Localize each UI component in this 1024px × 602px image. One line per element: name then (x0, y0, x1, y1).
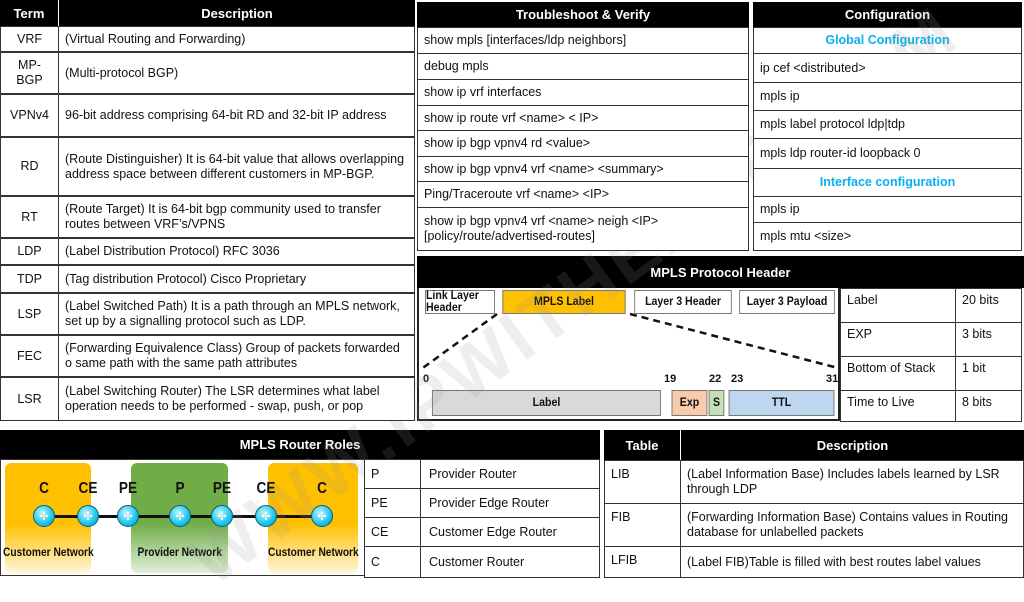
troubleshoot-command: debug mpls (417, 53, 749, 80)
router-icon: ✣ (169, 505, 191, 527)
troubleshoot-title: Troubleshoot & Verify (417, 2, 749, 27)
term-cell: RT (0, 196, 59, 238)
global-config-command: ip cef <distributed> (753, 53, 1022, 83)
bit-23: 23 (731, 373, 744, 385)
provider-network-label: Provider Network (137, 545, 222, 559)
router-role-label: CE (78, 480, 98, 497)
term-description: (Label Distribution Protocol) RFC 3036 (58, 238, 415, 265)
customer-network-right: Customer Network (268, 463, 358, 573)
frame-layer3-payload: Layer 3 Payload (739, 290, 835, 314)
global-config-heading: Global Configuration (753, 27, 1022, 54)
role-abbr: C (364, 546, 421, 578)
mpls-header-title: MPLS Protocol Header (417, 256, 1024, 288)
term-cell: FEC (0, 335, 59, 377)
customer-network-label: Customer Network (267, 545, 359, 559)
field-ttl: TTL (728, 390, 835, 416)
field-size-name: Time to Live (840, 390, 956, 422)
frame-layer3-header: Layer 3 Header (634, 290, 732, 314)
global-config-command: mpls label protocol ldp|tdp (753, 110, 1022, 139)
table-description: (Label FIB)Table is filled with best rou… (680, 546, 1024, 578)
troubleshoot-command: show ip bgp vpnv4 rd <value> (417, 130, 749, 157)
term-description: (Label Switching Router) The LSR determi… (58, 377, 415, 421)
router-role-label: C (39, 480, 49, 497)
field-size-name: Bottom of Stack (840, 356, 956, 391)
field-size-bits: 20 bits (955, 288, 1022, 323)
zoom-dashed-lines (419, 312, 839, 372)
interface-config-heading: Interface configuration (753, 168, 1022, 197)
router-roles-title: MPLS Router Roles (0, 430, 600, 459)
customer-network-label: Customer Network (2, 545, 94, 559)
term-cell: MP-BGP (0, 52, 59, 94)
troubleshoot-command: show ip bgp vpnv4 vrf <name> neigh <IP> … (417, 207, 749, 251)
role-name: Provider Edge Router (420, 488, 600, 518)
router-icon: ✣ (33, 505, 55, 527)
table-name: LFIB (604, 546, 681, 578)
field-size-name: EXP (840, 322, 956, 357)
frame-link-layer-header: Link Layer Header (425, 290, 495, 314)
bit-31: 31 (826, 373, 839, 385)
field-size-bits: 8 bits (955, 390, 1022, 422)
frame-mpls-label: MPLS Label (502, 290, 626, 314)
mpls-header-diagram (417, 288, 840, 421)
global-config-command: mpls ip (753, 82, 1022, 111)
term-description: 96-bit address comprising 64-bit RD and … (58, 94, 415, 137)
troubleshoot-command: show mpls [interfaces/ldp neighbors] (417, 27, 749, 54)
term-description: (Virtual Routing and Forwarding) (58, 26, 415, 52)
field-size-bits: 3 bits (955, 322, 1022, 357)
field-exp: Exp (671, 390, 708, 416)
router-role-label: C (317, 480, 327, 497)
term-cell: RD (0, 137, 59, 196)
term-description: (Tag distribution Protocol) Cisco Propri… (58, 265, 415, 293)
table-description: (Forwarding Information Base) Contains v… (680, 503, 1024, 547)
term-description: (Label Switched Path) It is a path throu… (58, 293, 415, 335)
term-description: (Multi-protocol BGP) (58, 52, 415, 94)
term-cell: LSR (0, 377, 59, 421)
interface-config-command: mpls ip (753, 196, 1022, 223)
term-cell: LSP (0, 293, 59, 335)
term-description: (Route Distinguisher) It is 64-bit value… (58, 137, 415, 196)
router-icon: ✣ (255, 505, 277, 527)
tables-header-table: Table (604, 430, 680, 460)
bit-22: 22 (709, 373, 722, 385)
router-role-label: PE (118, 480, 138, 497)
field-size-name: Label (840, 288, 956, 323)
router-role-label: PE (212, 480, 232, 497)
term-cell: TDP (0, 265, 59, 293)
table-name: FIB (604, 503, 681, 547)
term-description: (Route Target) It is 64-bit bgp communit… (58, 196, 415, 238)
troubleshoot-command: show ip vrf interfaces (417, 79, 749, 106)
configuration-title: Configuration (753, 2, 1022, 27)
table-name: LIB (604, 460, 681, 504)
role-abbr: CE (364, 517, 421, 547)
term-description: (Forwarding Equivalence Class) Group of … (58, 335, 415, 377)
table-description: (Label Information Base) Includes labels… (680, 460, 1024, 504)
interface-config-command: mpls mtu <size> (753, 222, 1022, 251)
role-abbr: PE (364, 488, 421, 518)
troubleshoot-command: show ip route vrf <name> < IP> (417, 105, 749, 131)
global-config-command: mpls ldp router-id loopback 0 (753, 138, 1022, 169)
troubleshoot-command: Ping/Traceroute vrf <name> <IP> (417, 181, 749, 208)
role-name: Customer Edge Router (420, 517, 600, 547)
tables-header-description: Description (681, 430, 1024, 460)
router-icon: ✣ (117, 505, 139, 527)
router-role-label: CE (256, 480, 276, 497)
term-cell: VRF (0, 26, 59, 52)
bit-0: 0 (423, 373, 430, 385)
term-cell: LDP (0, 238, 59, 265)
troubleshoot-command: show ip bgp vpnv4 vrf <name> <summary> (417, 156, 749, 182)
bit-19: 19 (664, 373, 677, 385)
term-cell: VPNv4 (0, 94, 59, 137)
router-icon: ✣ (77, 505, 99, 527)
router-icon: ✣ (211, 505, 233, 527)
router-icon: ✣ (311, 505, 333, 527)
field-label: Label (431, 390, 662, 416)
terms-header-term: Term (0, 0, 58, 26)
field-s: S (708, 390, 725, 416)
field-size-bits: 1 bit (955, 356, 1022, 391)
router-role-label: P (175, 480, 185, 497)
terms-header-description: Description (59, 0, 415, 26)
role-name: Customer Router (420, 546, 600, 578)
role-abbr: P (364, 459, 421, 489)
role-name: Provider Router (420, 459, 600, 489)
